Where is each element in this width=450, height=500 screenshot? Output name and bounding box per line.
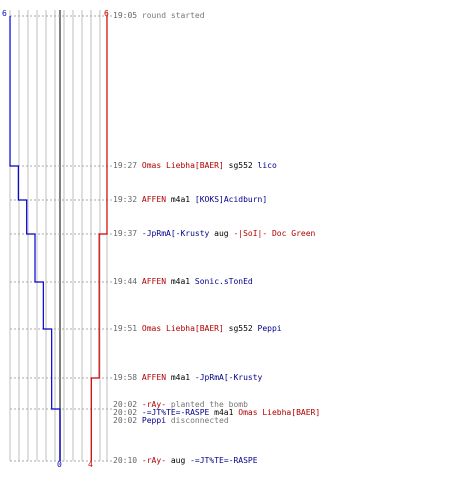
event-row: 19:32 AFFEN m4a1 [KOKS]Acidburn] [113, 195, 267, 204]
player-name: AFFEN [141, 373, 167, 382]
event-separators [10, 15, 112, 462]
event-row: 19:58 AFFEN m4a1 -JpRmA[-Krusty [113, 373, 262, 382]
event-time: 19:32 [113, 195, 138, 204]
round-timeline-graph: 6 6 0 4 [2, 9, 112, 469]
player-name: Omas Liebha[BAER] [141, 324, 224, 333]
player-name: Omas Liebha[BAER] [141, 161, 224, 170]
player-name: -=JT%TE=-RASPE [190, 456, 258, 465]
event-time: 19:44 [113, 277, 138, 286]
weapon-name: aug [166, 456, 191, 465]
event-time: 19:05 [113, 11, 138, 20]
player-name: -|SoI|- Doc Green [233, 229, 316, 238]
event-time: 19:37 [113, 229, 138, 238]
player-name: Sonic.sTonEd [194, 277, 253, 286]
event-row: 20:02 Peppi disconnected [113, 416, 229, 425]
event-row: 20:02 -rAy- planted the bomb [113, 400, 248, 409]
event-row: 19:44 AFFEN m4a1 Sonic.sTonEd [113, 277, 253, 286]
weapon-name: m4a1 [166, 195, 195, 204]
event-time: 20:02 [113, 408, 138, 417]
weapon-name: sg552 [223, 161, 258, 170]
event-time: 20:02 [113, 416, 138, 425]
event-row: 20:10 -rAy- aug -=JT%TE=-RASPE [113, 456, 258, 465]
event-time: 19:51 [113, 324, 138, 333]
event-row: 19:05 round started [113, 11, 205, 20]
event-row: 19:27 Omas Liebha[BAER] sg552 lico [113, 161, 277, 170]
left-team-bottom-count: 0 [57, 460, 62, 469]
right-team-bottom-count: 4 [88, 460, 93, 469]
player-name: -=JT%TE=-RASPE [141, 408, 210, 417]
left-team-top-count: 6 [2, 9, 7, 18]
event-time: 20:10 [113, 456, 138, 465]
event-time: 19:27 [113, 161, 138, 170]
event-text: round started [141, 11, 205, 20]
event-text: disconnected [166, 416, 229, 425]
weapon-name: sg552 [223, 324, 258, 333]
event-row: 19:37 -JpRmA[-Krusty aug -|SoI|- Doc Gre… [113, 229, 315, 238]
player-name: -rAy- [141, 400, 167, 409]
player-name: -JpRmA[-Krusty [141, 229, 210, 238]
player-name: lico [257, 161, 277, 170]
player-name: Peppi [141, 416, 167, 425]
event-text: planted the bomb [166, 400, 248, 409]
event-time: 20:02 [113, 400, 138, 409]
player-name: -JpRmA[-Krusty [194, 373, 263, 382]
weapon-name: aug [209, 229, 234, 238]
event-row: 20:02 -=JT%TE=-RASPE m4a1 Omas Liebha[BA… [113, 408, 320, 417]
weapon-name: m4a1 [166, 373, 195, 382]
event-time: 19:58 [113, 373, 138, 382]
player-name: Peppi [257, 324, 282, 333]
weapon-name: m4a1 [209, 408, 239, 417]
right-team-alive-line [90, 16, 108, 461]
player-name: [KOKS]Acidburn] [194, 195, 268, 204]
weapon-name: m4a1 [166, 277, 195, 286]
player-name: Omas Liebha[BAER] [238, 408, 321, 417]
player-name: AFFEN [141, 277, 167, 286]
left-team-alive-line [9, 16, 61, 461]
player-name: -rAy- [141, 456, 167, 465]
event-row: 19:51 Omas Liebha[BAER] sg552 Peppi [113, 324, 282, 333]
timeline-grid [9, 10, 108, 461]
right-team-top-count: 6 [104, 9, 109, 18]
player-name: AFFEN [141, 195, 167, 204]
